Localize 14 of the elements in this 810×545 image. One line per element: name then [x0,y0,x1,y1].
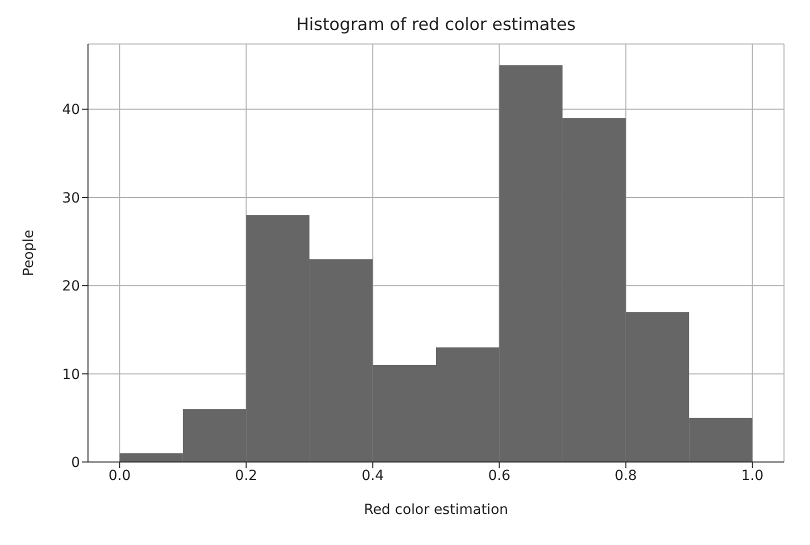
y-tick-label: 0 [71,454,80,471]
x-tick-label: 1.0 [741,468,764,484]
x-tick-label: 0.8 [614,468,637,484]
y-tick-label: 40 [62,102,80,118]
chart-title: Histogram of red color estimates [296,15,576,35]
y-tick-label: 30 [62,190,80,206]
x-axis-title: Red color estimation [364,502,508,518]
x-tick-label: 0.6 [488,468,510,484]
y-tick-label: 10 [62,366,80,383]
x-tick-label: 0.2 [235,468,258,484]
y-tick-label: 20 [62,278,80,295]
y-axis-title: People [20,230,37,276]
x-tick-label: 0.0 [108,468,131,484]
x-tick-label: 0.4 [362,468,384,484]
